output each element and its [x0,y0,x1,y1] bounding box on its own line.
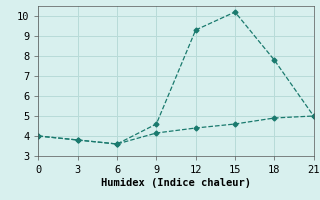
X-axis label: Humidex (Indice chaleur): Humidex (Indice chaleur) [101,178,251,188]
